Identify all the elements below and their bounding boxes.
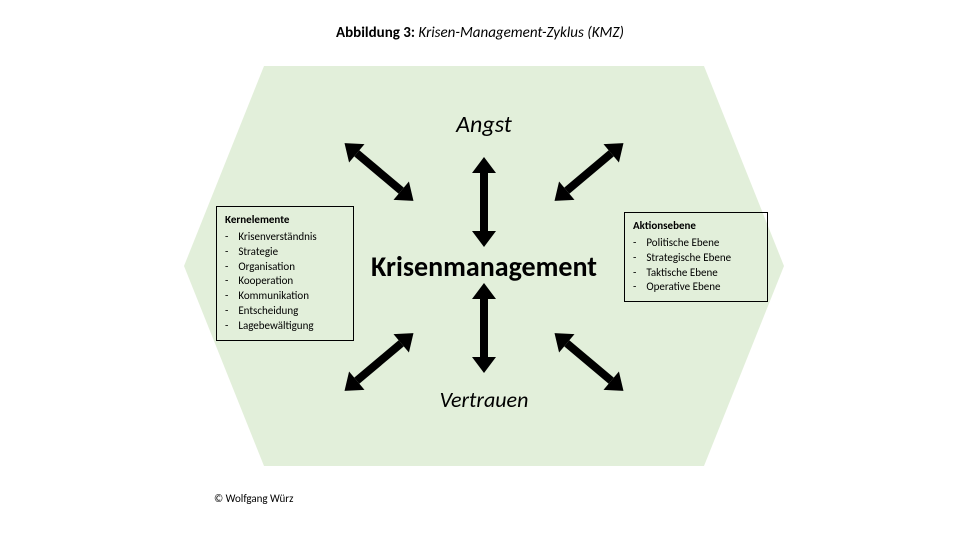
right-box-items: - Politische Ebene - Strategische Ebene … <box>633 236 759 295</box>
arrow-down <box>472 283 496 373</box>
title-prefix: Abbildung 3: <box>336 24 415 42</box>
arrow-down-right <box>555 333 624 391</box>
title-text: Krisen-Management-Zyklus (KMZ) <box>418 24 624 42</box>
credit-line: © Wolfgang Würz <box>214 492 293 505</box>
right-box-heading: Aktionsebene <box>633 219 759 234</box>
right-info-box: Aktionsebene - Politische Ebene - Strate… <box>624 212 768 302</box>
left-info-box: Kernelemente - Krisenverständnis - Strat… <box>216 206 354 341</box>
arrow-down-left <box>345 333 414 391</box>
left-box-heading: Kernelemente <box>225 213 345 228</box>
arrow-up <box>472 157 496 247</box>
arrow-up-left <box>345 143 414 201</box>
left-box-items: - Krisenverständnis - Strategie - Organi… <box>225 230 345 334</box>
arrow-up-right <box>555 143 624 201</box>
page: Abbildung 3: Krisen-Management-Zyklus (K… <box>0 0 960 540</box>
diagram-canvas: Angst Krisenmanagement Vertrauen Kernele… <box>184 66 784 466</box>
figure-title: Abbildung 3: Krisen-Management-Zyklus (K… <box>0 24 960 42</box>
